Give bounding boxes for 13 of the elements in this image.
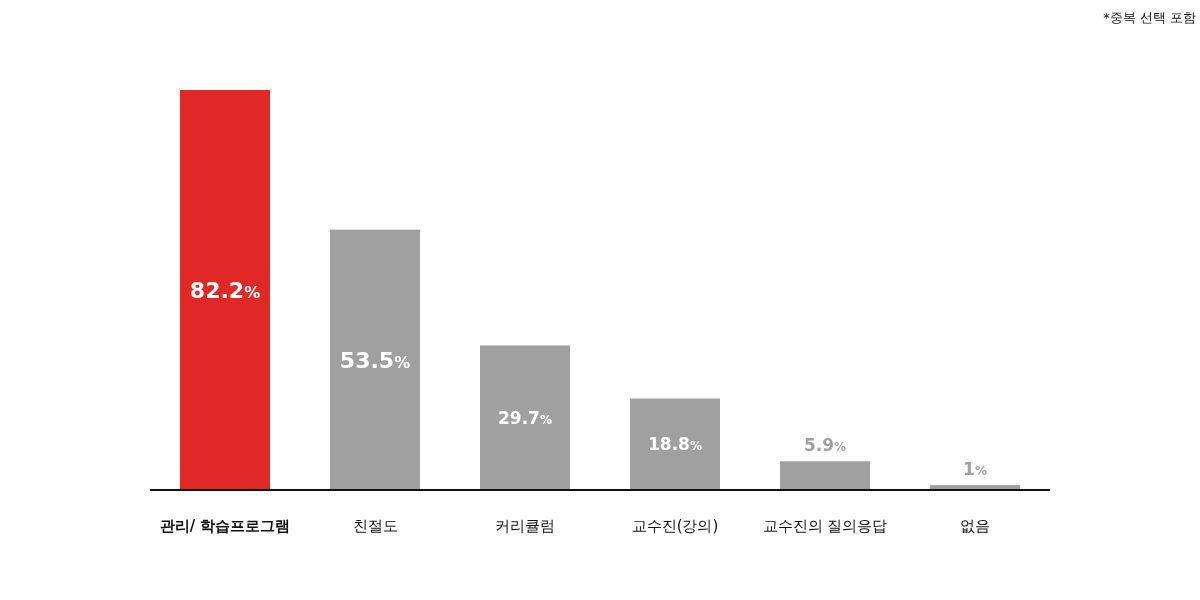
data-label: 53.5% [339,347,411,373]
x-tick-label: 친절도 [352,517,398,535]
text: *중복 선택 포함 [1103,10,1196,25]
data-label: 82.2% [189,277,261,303]
x-tick-label: 관리/ 학습프로그램 [159,517,291,535]
data-label: 29.7% [498,407,552,428]
x-tick-label: 없음 [960,517,990,535]
data-label: 18.8% [648,434,702,455]
data-label: 1% [963,459,987,480]
x-tick-label: 교수진(강의) [631,517,719,535]
x-tick-label: 커리큘럼 [495,517,555,535]
data-label: 5.9% [803,435,847,456]
x-tick-label: 교수진의 질의응답 [762,517,888,535]
